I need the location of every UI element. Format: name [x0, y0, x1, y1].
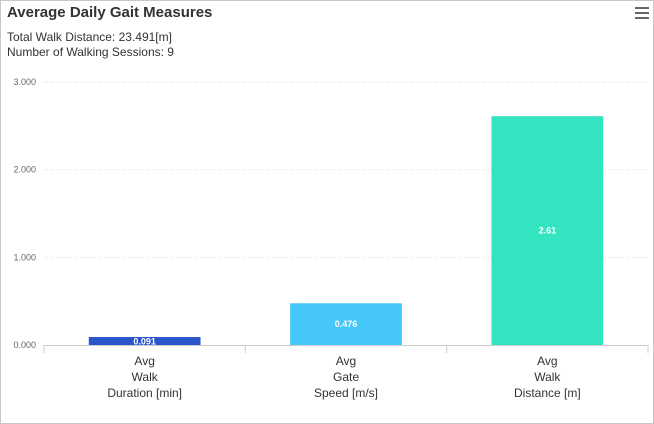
bar — [290, 303, 402, 345]
menu-line — [635, 7, 649, 9]
bar — [88, 337, 201, 345]
bar-value-label: 2.61 — [539, 226, 557, 236]
bar-value-label: 0.476 — [335, 319, 358, 329]
x-category-label: Gate — [333, 370, 359, 384]
x-category-label: Avg — [134, 354, 154, 368]
y-tick-label: 3.000 — [13, 77, 36, 87]
x-category-label: Walk — [534, 370, 561, 384]
x-category-label: Duration [min] — [107, 386, 182, 400]
y-tick-label: 2.000 — [13, 165, 36, 175]
x-category-label: Speed [m/s] — [314, 386, 378, 400]
chart-subtitle-total-distance: Total Walk Distance: 23.491[m] — [7, 30, 172, 44]
menu-line — [635, 17, 649, 19]
hamburger-menu-icon[interactable] — [635, 7, 649, 19]
bar — [491, 116, 604, 345]
chart-title: Average Daily Gait Measures — [7, 4, 213, 21]
x-category-label: Distance [m] — [514, 386, 581, 400]
chart-subtitle-session-count: Number of Walking Sessions: 9 — [7, 45, 174, 59]
x-category-label: Avg — [336, 354, 356, 368]
x-category-label: Avg — [537, 354, 557, 368]
x-category-label: Walk — [132, 370, 159, 384]
menu-line — [635, 12, 649, 14]
bar-value-label: 0.091 — [133, 337, 156, 347]
y-tick-label: 1.000 — [13, 252, 36, 262]
y-tick-label: 0.000 — [13, 340, 36, 350]
